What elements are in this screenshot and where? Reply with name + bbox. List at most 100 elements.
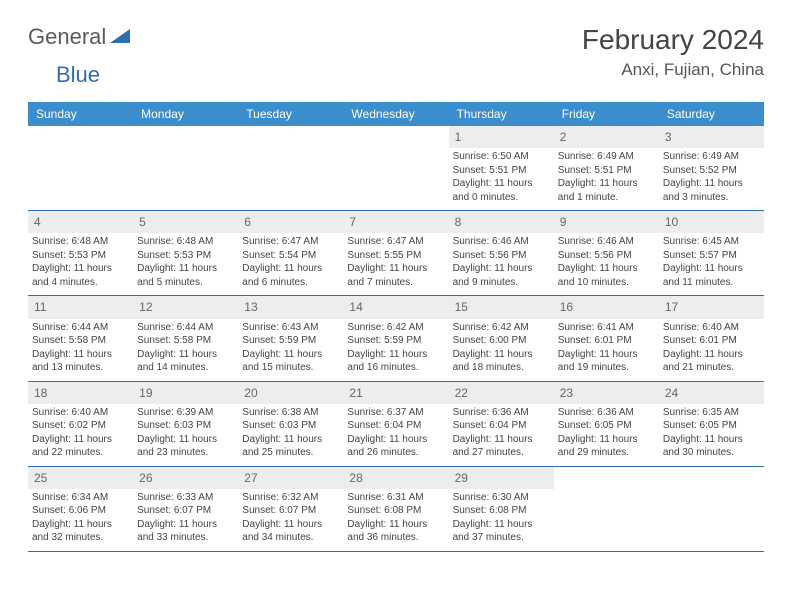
day-number: 28 xyxy=(343,467,448,489)
day-dl1: Daylight: 11 hours xyxy=(137,433,234,447)
day-sunset: Sunset: 5:58 PM xyxy=(137,334,234,348)
day-dl2: and 1 minute. xyxy=(558,191,655,205)
weekday-header-row: SundayMondayTuesdayWednesdayThursdayFrid… xyxy=(28,102,764,126)
day-dl2: and 37 minutes. xyxy=(453,531,550,545)
day-details: Sunrise: 6:38 AMSunset: 6:03 PMDaylight:… xyxy=(238,404,343,466)
weekday-header: Tuesday xyxy=(238,102,343,126)
day-sunrise: Sunrise: 6:36 AM xyxy=(453,406,550,420)
day-sunset: Sunset: 5:51 PM xyxy=(558,164,655,178)
day-sunrise: Sunrise: 6:40 AM xyxy=(663,321,760,335)
day-sunset: Sunset: 6:03 PM xyxy=(242,419,339,433)
day-number: 6 xyxy=(238,211,343,233)
day-dl1: Daylight: 11 hours xyxy=(453,262,550,276)
calendar-week: 4Sunrise: 6:48 AMSunset: 5:53 PMDaylight… xyxy=(28,211,764,296)
day-number: 27 xyxy=(238,467,343,489)
day-details: Sunrise: 6:37 AMSunset: 6:04 PMDaylight:… xyxy=(343,404,448,466)
day-sunrise: Sunrise: 6:43 AM xyxy=(242,321,339,335)
day-details: Sunrise: 6:45 AMSunset: 5:57 PMDaylight:… xyxy=(659,233,764,295)
day-details: Sunrise: 6:36 AMSunset: 6:04 PMDaylight:… xyxy=(449,404,554,466)
day-dl2: and 18 minutes. xyxy=(453,361,550,375)
day-sunrise: Sunrise: 6:45 AM xyxy=(663,235,760,249)
day-details: Sunrise: 6:34 AMSunset: 6:06 PMDaylight:… xyxy=(28,489,133,551)
day-number: 1 xyxy=(449,126,554,148)
calendar-week: 18Sunrise: 6:40 AMSunset: 6:02 PMDayligh… xyxy=(28,382,764,467)
calendar-day: 17Sunrise: 6:40 AMSunset: 6:01 PMDayligh… xyxy=(659,296,764,380)
calendar-day xyxy=(133,126,238,210)
day-details: Sunrise: 6:47 AMSunset: 5:55 PMDaylight:… xyxy=(343,233,448,295)
day-sunset: Sunset: 6:06 PM xyxy=(32,504,129,518)
calendar-day: 27Sunrise: 6:32 AMSunset: 6:07 PMDayligh… xyxy=(238,467,343,551)
day-dl1: Daylight: 11 hours xyxy=(663,262,760,276)
calendar-week: 25Sunrise: 6:34 AMSunset: 6:06 PMDayligh… xyxy=(28,467,764,552)
day-number: 25 xyxy=(28,467,133,489)
day-details: Sunrise: 6:40 AMSunset: 6:02 PMDaylight:… xyxy=(28,404,133,466)
day-sunrise: Sunrise: 6:42 AM xyxy=(453,321,550,335)
day-dl1: Daylight: 11 hours xyxy=(32,518,129,532)
day-dl1: Daylight: 11 hours xyxy=(347,518,444,532)
day-sunset: Sunset: 5:55 PM xyxy=(347,249,444,263)
day-dl2: and 5 minutes. xyxy=(137,276,234,290)
day-sunrise: Sunrise: 6:30 AM xyxy=(453,491,550,505)
day-sunrise: Sunrise: 6:44 AM xyxy=(32,321,129,335)
day-details: Sunrise: 6:49 AMSunset: 5:51 PMDaylight:… xyxy=(554,148,659,210)
calendar-day xyxy=(28,126,133,210)
day-details: Sunrise: 6:39 AMSunset: 6:03 PMDaylight:… xyxy=(133,404,238,466)
day-sunrise: Sunrise: 6:50 AM xyxy=(453,150,550,164)
day-dl1: Daylight: 11 hours xyxy=(453,518,550,532)
day-dl1: Daylight: 11 hours xyxy=(137,262,234,276)
day-number: 24 xyxy=(659,382,764,404)
day-sunrise: Sunrise: 6:42 AM xyxy=(347,321,444,335)
day-sunset: Sunset: 5:59 PM xyxy=(242,334,339,348)
day-dl1: Daylight: 11 hours xyxy=(32,348,129,362)
day-number: 3 xyxy=(659,126,764,148)
day-dl1: Daylight: 11 hours xyxy=(347,262,444,276)
calendar-day xyxy=(554,467,659,551)
day-dl1: Daylight: 11 hours xyxy=(558,433,655,447)
day-dl2: and 23 minutes. xyxy=(137,446,234,460)
day-dl1: Daylight: 11 hours xyxy=(242,518,339,532)
day-dl1: Daylight: 11 hours xyxy=(347,433,444,447)
day-number xyxy=(554,467,659,473)
day-dl2: and 9 minutes. xyxy=(453,276,550,290)
day-dl1: Daylight: 11 hours xyxy=(558,177,655,191)
day-sunrise: Sunrise: 6:39 AM xyxy=(137,406,234,420)
day-details: Sunrise: 6:33 AMSunset: 6:07 PMDaylight:… xyxy=(133,489,238,551)
day-sunrise: Sunrise: 6:48 AM xyxy=(137,235,234,249)
day-dl1: Daylight: 11 hours xyxy=(242,262,339,276)
day-dl1: Daylight: 11 hours xyxy=(453,348,550,362)
day-sunrise: Sunrise: 6:48 AM xyxy=(32,235,129,249)
day-sunset: Sunset: 6:04 PM xyxy=(347,419,444,433)
day-number: 19 xyxy=(133,382,238,404)
calendar-day: 6Sunrise: 6:47 AMSunset: 5:54 PMDaylight… xyxy=(238,211,343,295)
calendar-day: 12Sunrise: 6:44 AMSunset: 5:58 PMDayligh… xyxy=(133,296,238,380)
day-sunrise: Sunrise: 6:32 AM xyxy=(242,491,339,505)
day-number: 2 xyxy=(554,126,659,148)
day-dl2: and 0 minutes. xyxy=(453,191,550,205)
day-sunset: Sunset: 6:03 PM xyxy=(137,419,234,433)
day-number xyxy=(133,126,238,132)
day-sunrise: Sunrise: 6:47 AM xyxy=(347,235,444,249)
day-dl1: Daylight: 11 hours xyxy=(32,433,129,447)
day-sunset: Sunset: 5:51 PM xyxy=(453,164,550,178)
day-dl2: and 19 minutes. xyxy=(558,361,655,375)
day-details: Sunrise: 6:32 AMSunset: 6:07 PMDaylight:… xyxy=(238,489,343,551)
day-number: 20 xyxy=(238,382,343,404)
day-sunrise: Sunrise: 6:47 AM xyxy=(242,235,339,249)
day-sunrise: Sunrise: 6:38 AM xyxy=(242,406,339,420)
calendar-day: 24Sunrise: 6:35 AMSunset: 6:05 PMDayligh… xyxy=(659,382,764,466)
day-dl2: and 26 minutes. xyxy=(347,446,444,460)
day-dl2: and 14 minutes. xyxy=(137,361,234,375)
day-sunrise: Sunrise: 6:36 AM xyxy=(558,406,655,420)
day-dl1: Daylight: 11 hours xyxy=(242,348,339,362)
calendar-day xyxy=(343,126,448,210)
calendar-day: 16Sunrise: 6:41 AMSunset: 6:01 PMDayligh… xyxy=(554,296,659,380)
calendar-day: 7Sunrise: 6:47 AMSunset: 5:55 PMDaylight… xyxy=(343,211,448,295)
day-sunrise: Sunrise: 6:35 AM xyxy=(663,406,760,420)
day-dl2: and 29 minutes. xyxy=(558,446,655,460)
day-sunset: Sunset: 6:04 PM xyxy=(453,419,550,433)
calendar-day: 1Sunrise: 6:50 AMSunset: 5:51 PMDaylight… xyxy=(449,126,554,210)
calendar-day xyxy=(238,126,343,210)
day-dl1: Daylight: 11 hours xyxy=(347,348,444,362)
day-sunset: Sunset: 6:08 PM xyxy=(347,504,444,518)
day-sunset: Sunset: 6:01 PM xyxy=(558,334,655,348)
